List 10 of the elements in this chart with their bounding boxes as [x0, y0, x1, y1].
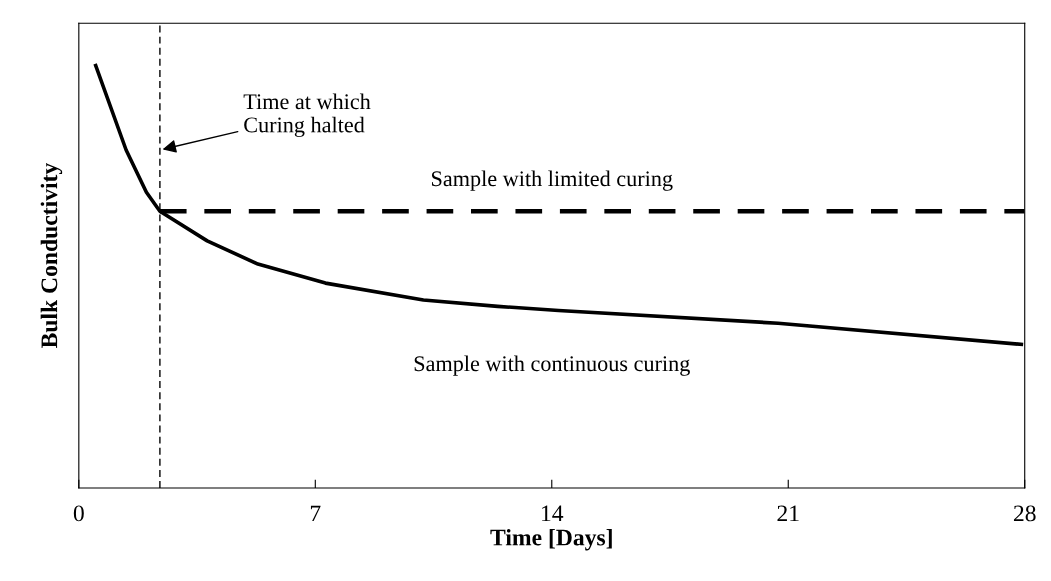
x-tick-label: 21	[777, 505, 799, 522]
x-axis-title: Time [Days]	[490, 528, 612, 551]
series-label: Sample with continuous curing	[414, 355, 690, 376]
x-tick-label: 0	[73, 505, 84, 522]
x-tick-label: 7	[310, 505, 321, 522]
x-tick-label: 14	[542, 505, 564, 522]
y-axis-title: Bulk Conductivity	[40, 163, 63, 349]
series-label: Sample with limited curing	[431, 170, 673, 191]
x-tick-label: 28	[1013, 505, 1036, 522]
annotation: Time at which Curing halted	[243, 93, 371, 138]
